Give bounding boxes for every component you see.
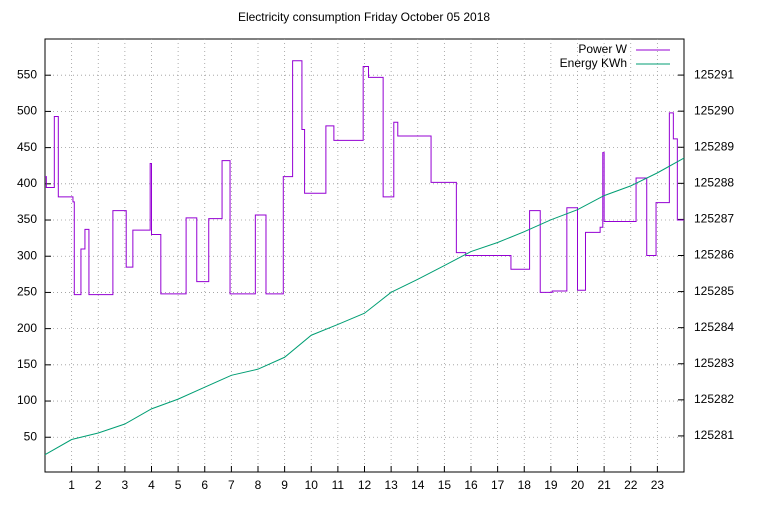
- x-tick-label: 22: [624, 478, 638, 492]
- x-tick-label: 19: [544, 478, 558, 492]
- y2-tick-label: 125291: [694, 67, 734, 81]
- legend-label: Power W: [578, 42, 627, 56]
- x-tick-label: 7: [228, 478, 235, 492]
- x-tick-label: 8: [255, 478, 262, 492]
- y2-tick-label: 125286: [694, 248, 734, 262]
- x-tick-label: 4: [148, 478, 155, 492]
- y2-tick-label: 125288: [694, 176, 734, 190]
- x-tick-label: 12: [358, 478, 372, 492]
- y-tick-label: 500: [17, 104, 37, 118]
- x-tick-label: 6: [201, 478, 208, 492]
- legend-label: Energy KWh: [560, 56, 627, 70]
- y-tick-label: 200: [17, 321, 37, 335]
- x-tick-label: 16: [464, 478, 478, 492]
- x-tick-label: 1: [68, 478, 75, 492]
- y-tick-label: 150: [17, 357, 37, 371]
- x-tick-label: 3: [122, 478, 129, 492]
- y2-tick-label: 125281: [694, 428, 734, 442]
- y2-tick-label: 125284: [694, 320, 734, 334]
- x-tick-label: 17: [491, 478, 505, 492]
- y-tick-label: 50: [24, 429, 38, 443]
- x-tick-label: 11: [332, 478, 345, 492]
- x-tick-label: 10: [305, 478, 319, 492]
- y-tick-label: 550: [17, 67, 37, 81]
- y-tick-label: 100: [17, 393, 37, 407]
- y2-tick-label: 125283: [694, 356, 734, 370]
- y2-tick-label: 125287: [694, 212, 734, 226]
- y-tick-label: 250: [17, 285, 37, 299]
- x-tick-label: 18: [518, 478, 532, 492]
- y2-tick-label: 125289: [694, 139, 734, 153]
- x-tick-label: 5: [175, 478, 182, 492]
- series-line: [45, 60, 684, 296]
- y-tick-label: 300: [17, 248, 37, 262]
- y-tick-label: 450: [17, 140, 37, 154]
- x-tick-label: 14: [411, 478, 425, 492]
- y2-tick-label: 125290: [694, 103, 734, 117]
- y2-tick-label: 125282: [694, 392, 734, 406]
- x-tick-label: 20: [571, 478, 585, 492]
- x-tick-label: 23: [651, 478, 665, 492]
- chart-title: Electricity consumption Friday October 0…: [238, 10, 490, 24]
- y-tick-label: 400: [17, 176, 37, 190]
- x-tick-label: 2: [95, 478, 102, 492]
- y-tick-label: 350: [17, 212, 37, 226]
- y2-tick-label: 125285: [694, 284, 734, 298]
- series-line: [44, 157, 685, 456]
- x-tick-label: 21: [597, 478, 611, 492]
- x-tick-label: 13: [384, 478, 398, 492]
- x-tick-label: 9: [281, 478, 288, 492]
- x-tick-label: 15: [438, 478, 452, 492]
